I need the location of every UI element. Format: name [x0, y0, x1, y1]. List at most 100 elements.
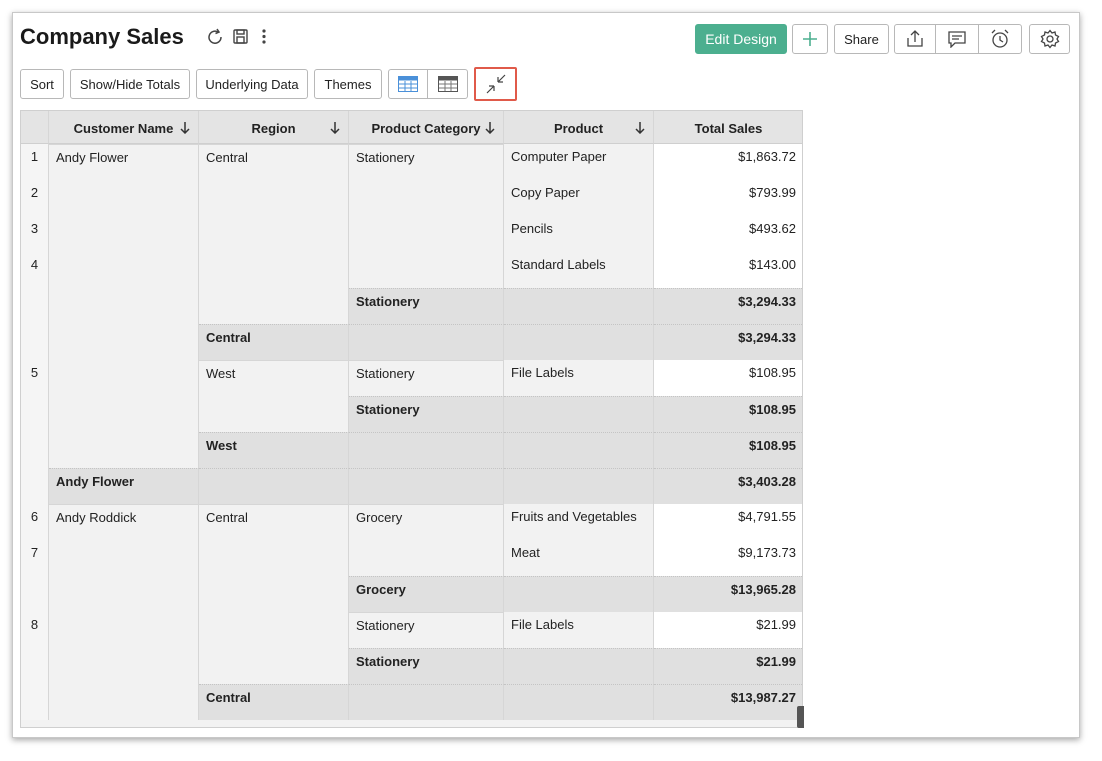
settings-button[interactable] [1029, 24, 1070, 54]
row-number [21, 684, 49, 720]
sort-button[interactable]: Sort [20, 69, 64, 99]
grid-view-button[interactable] [388, 69, 428, 99]
row-number [21, 468, 49, 504]
header-cell [21, 111, 49, 144]
region-cell [199, 180, 349, 216]
total-sales-cell: $3,294.33 [654, 324, 802, 360]
region-cell [199, 252, 349, 288]
subtotal-cell: Stationery [349, 288, 504, 324]
category-cell: Stationery [349, 612, 504, 648]
export-button[interactable] [894, 24, 936, 54]
plus-icon [803, 32, 817, 46]
subtotal-cell [504, 684, 654, 720]
refresh-icon[interactable] [208, 28, 222, 44]
product-cell: Copy Paper [504, 180, 654, 216]
subtotal-cell [199, 648, 349, 684]
row-number: 1 [21, 144, 49, 180]
customer-cell [49, 216, 199, 252]
save-icon[interactable] [233, 29, 248, 44]
customer-cell [49, 180, 199, 216]
comment-button[interactable] [935, 24, 979, 54]
scroll-handle[interactable] [797, 706, 804, 728]
product-cell: File Labels [504, 360, 654, 396]
subtotal-cell [504, 324, 654, 360]
sales-cell: $793.99 [654, 180, 802, 216]
category-cell: Grocery [349, 504, 504, 540]
export-icon [907, 30, 923, 47]
totals-button[interactable]: Show/Hide Totals [70, 69, 190, 99]
comment-icon [948, 31, 966, 48]
category-cell [349, 180, 504, 216]
sales-cell: $1,863.72 [654, 144, 802, 180]
subtotal-cell [504, 396, 654, 432]
subtotal-cell: Stationery [349, 648, 504, 684]
subtotal-cell [349, 324, 504, 360]
subtotal-cell: Central [199, 324, 349, 360]
row-number [21, 288, 49, 324]
subtotal-cell: Grocery [349, 576, 504, 612]
category-cell: Stationery [349, 144, 504, 180]
column-header[interactable]: Product Category [349, 111, 504, 144]
region-cell [199, 540, 349, 576]
compact-view-button[interactable] [427, 69, 468, 99]
subtotal-cell: Central [199, 684, 349, 720]
product-cell: Computer Paper [504, 144, 654, 180]
category-cell: Stationery [349, 360, 504, 396]
column-header[interactable]: Customer Name [49, 111, 199, 144]
region-cell [199, 612, 349, 648]
product-cell: Meat [504, 540, 654, 576]
subtotal-cell [504, 468, 654, 504]
row-number: 2 [21, 180, 49, 216]
row-number: 5 [21, 360, 49, 396]
region-cell: Central [199, 504, 349, 540]
subtotal-cell: West [199, 432, 349, 468]
product-cell: Fruits and Vegetables [504, 504, 654, 540]
sort-arrow[interactable] [485, 122, 495, 134]
sort-arrow[interactable] [635, 122, 645, 134]
sort-arrow[interactable] [330, 122, 340, 134]
row-number [21, 396, 49, 432]
subtotal-cell [349, 468, 504, 504]
customer-cell: Andy Roddick [49, 504, 199, 540]
total-sales-cell: $3,403.28 [654, 468, 802, 504]
total-sales-cell: $108.95 [654, 432, 802, 468]
collapse-button[interactable] [474, 67, 517, 101]
subtotal-cell [49, 324, 199, 360]
sales-cell: $108.95 [654, 360, 802, 396]
settings-icon [1040, 29, 1059, 49]
subtotal-cell [504, 432, 654, 468]
subtotal-cell [49, 648, 199, 684]
edit-design-button[interactable]: Edit Design [695, 24, 787, 54]
title-icons [208, 28, 266, 44]
underlying-data-button[interactable]: Underlying Data [196, 69, 308, 99]
subtotal-cell [49, 576, 199, 612]
row-number: 6 [21, 504, 49, 540]
total-sales-cell: $21.99 [654, 648, 802, 684]
row-number: 3 [21, 216, 49, 252]
column-header[interactable]: Region [199, 111, 349, 144]
compact-icon [437, 76, 458, 92]
sort-arrow[interactable] [180, 122, 190, 134]
row-number: 8 [21, 612, 49, 648]
customer-cell [49, 360, 199, 396]
total-sales-cell: $3,294.33 [654, 288, 802, 324]
subtotal-cell [199, 288, 349, 324]
sales-cell: $21.99 [654, 612, 802, 648]
sales-cell: $4,791.55 [654, 504, 802, 540]
subtotal-cell [199, 576, 349, 612]
sales-cell: $143.00 [654, 252, 802, 288]
customer-cell: Andy Flower [49, 144, 199, 180]
add-button[interactable] [792, 24, 828, 54]
themes-button[interactable]: Themes [314, 69, 382, 99]
category-cell [349, 540, 504, 576]
column-header[interactable]: Total Sales [654, 111, 802, 144]
alarm-button[interactable] [978, 24, 1022, 54]
column-header[interactable]: Product [504, 111, 654, 144]
alarm-icon [991, 29, 1009, 48]
row-number [21, 324, 49, 360]
region-cell: West [199, 360, 349, 396]
more-icon[interactable] [262, 29, 266, 44]
share-button[interactable]: Share [834, 24, 889, 54]
pivot-table: Customer Name Region Product Category Produ… [20, 110, 803, 728]
subtotal-cell [199, 468, 349, 504]
